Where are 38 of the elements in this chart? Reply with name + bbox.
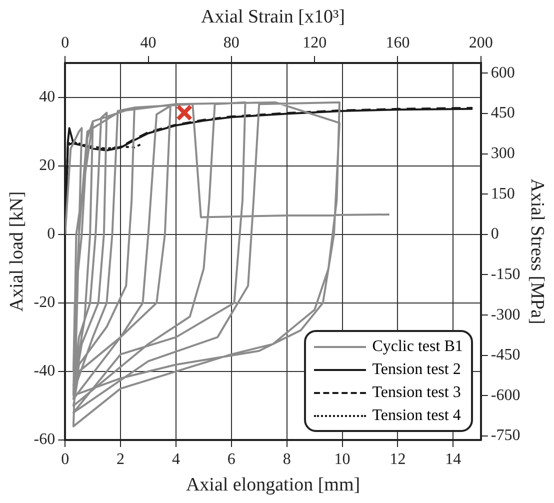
y2-axis-title: Axial Stress [MPa] [526,178,548,324]
y2-tick-label: -600 [490,386,520,404]
x-tick-label: 8 [282,450,291,468]
x-tick-label: 6 [227,450,236,468]
x2-tick-label: 120 [302,34,327,52]
legend-label: Tension test 4 [372,406,461,426]
legend-label: Tension test 3 [372,383,461,403]
y2-tick-label: 150 [490,185,515,202]
x2-tick-label: 0 [61,34,70,52]
y2-tick-label: 300 [490,145,515,162]
y-tick-label: -60 [34,431,56,448]
y2-tick-label: 0 [490,226,499,243]
x-tick-label: 2 [116,450,125,468]
x-axis-title: Axial elongation [mm] [186,474,360,496]
legend-label: Tension test 2 [372,360,461,380]
x-tick-label: 14 [445,450,462,468]
y2-tick-label: 450 [490,104,515,122]
x2-tick-label: 160 [386,34,410,52]
y-tick-label: -40 [34,362,56,380]
x-tick-label: 12 [390,450,406,468]
y2-tick-label: 600 [490,64,515,82]
legend-label: Cyclic test B1 [372,337,463,357]
x2-axis-title: Axial Strain [x10³] [201,6,345,28]
x2-tick-label: 80 [223,34,240,52]
x-tick-label: 4 [172,450,180,468]
x-tick-label: 10 [334,450,350,468]
x2-tick-label: 200 [468,34,493,52]
x-tick-label: 0 [61,450,70,468]
y-tick-label: 40 [39,88,56,106]
y-tick-label: 20 [39,157,56,174]
x2-tick-label: 40 [140,34,156,52]
y-tick-label: 0 [47,226,56,243]
y-axis-title: Axial load [kN] [6,191,28,312]
y2-tick-label: -150 [490,266,520,283]
y-tick-label: -20 [34,294,56,312]
y2-tick-label: -450 [490,346,520,364]
y2-tick-label: -300 [490,306,520,324]
y2-tick-label: -750 [490,427,520,444]
